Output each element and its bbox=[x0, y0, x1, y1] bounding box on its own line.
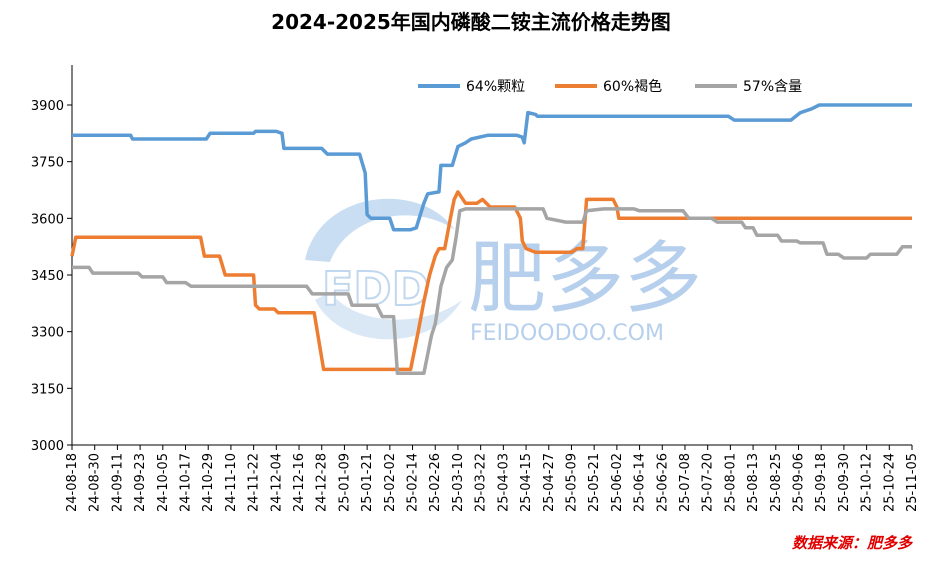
x-tick-label: 25-06-26 bbox=[655, 453, 670, 512]
x-tick-label: 24-10-17 bbox=[179, 453, 194, 512]
axes: 3000 3150 3300 3450 3600 3750 3900 24-08-18 24-0… bbox=[31, 65, 920, 512]
x-tick-label: 25-02-14 bbox=[406, 453, 421, 512]
x-tick-label: 24-12-04 bbox=[269, 453, 284, 512]
x-tick-label: 24-12-28 bbox=[315, 453, 330, 512]
y-tick-label: 3300 bbox=[31, 326, 64, 341]
legend: 64%颗粒 60%褐色 57%含量 bbox=[418, 78, 802, 95]
y-tick-label: 3000 bbox=[31, 439, 64, 454]
series-line-3 bbox=[72, 207, 912, 375]
legend-label-2: 60%褐色 bbox=[603, 78, 662, 95]
x-tick-label: 24-08-30 bbox=[88, 453, 103, 512]
legend-label-3: 57%含量 bbox=[743, 79, 802, 95]
x-tick-label: 24-11-10 bbox=[224, 453, 239, 512]
legend-label-1: 64%颗粒 bbox=[466, 79, 525, 95]
x-tick-label: 25-10-12 bbox=[860, 453, 875, 512]
x-tick-label: 25-09-30 bbox=[837, 453, 852, 512]
x-tick-label: 25-07-08 bbox=[678, 453, 693, 512]
chart-title: 2024-2025年国内磷酸二铵主流价格走势图 bbox=[271, 10, 671, 34]
x-tick-label: 25-04-15 bbox=[519, 453, 534, 512]
x-tick-label: 25-03-10 bbox=[451, 453, 466, 512]
x-tick-label: 25-11-05 bbox=[905, 453, 920, 512]
series-line-2 bbox=[70, 190, 912, 372]
y-tick-label: 3900 bbox=[31, 99, 64, 114]
x-tick-label: 25-03-22 bbox=[474, 453, 489, 512]
y-tick-label: 3450 bbox=[31, 269, 64, 284]
x-tick-label: 25-02-02 bbox=[383, 453, 398, 512]
x-tick-label: 25-10-24 bbox=[882, 453, 897, 512]
x-tick-label: 24-11-22 bbox=[247, 453, 262, 512]
x-tick-label: 25-02-26 bbox=[428, 453, 443, 512]
x-tick-label: 24-10-29 bbox=[201, 453, 216, 512]
x-tick-label: 25-04-03 bbox=[496, 453, 511, 512]
watermark: FDD 肥多多 FEIDOODOO.COM bbox=[305, 198, 702, 346]
x-tick-label: 24-09-23 bbox=[133, 453, 148, 512]
y-tick-label: 3600 bbox=[31, 212, 64, 227]
watermark-logo: FDD bbox=[322, 262, 430, 316]
y-tick-label: 3150 bbox=[31, 382, 64, 397]
x-tick-label: 25-06-14 bbox=[633, 453, 648, 512]
y-tick-label: 3750 bbox=[31, 156, 64, 171]
watermark-text-en: FEIDOODOO.COM bbox=[470, 321, 664, 346]
x-tick-label: 25-01-09 bbox=[337, 453, 352, 512]
x-tick-label: 25-04-27 bbox=[542, 453, 557, 512]
x-tick-label: 25-01-21 bbox=[360, 453, 375, 512]
x-tick-label: 25-09-06 bbox=[791, 453, 806, 512]
x-tick-label: 25-08-25 bbox=[769, 453, 784, 512]
watermark-swirl-icon-lower bbox=[315, 292, 462, 340]
series-layer bbox=[70, 103, 912, 375]
x-tick-label: 25-05-21 bbox=[587, 453, 602, 512]
x-tick-label: 25-05-09 bbox=[564, 453, 579, 512]
x-tick-label: 24-12-16 bbox=[292, 453, 307, 512]
x-tick-label: 25-08-01 bbox=[723, 453, 738, 512]
x-tick-label: 25-08-13 bbox=[746, 453, 761, 512]
x-tick-label: 24-08-18 bbox=[65, 453, 80, 512]
series-line-1 bbox=[72, 103, 912, 232]
watermark-swirl-icon bbox=[305, 198, 455, 262]
x-tick-label: 25-07-20 bbox=[701, 453, 716, 512]
watermark-text-cn: 肥多多 bbox=[468, 234, 702, 324]
x-tick-label: 25-06-02 bbox=[610, 453, 625, 512]
x-tick-label: 25-09-18 bbox=[814, 453, 829, 512]
source-note: 数据来源：肥多多 bbox=[791, 534, 912, 552]
x-tick-label: 24-09-11 bbox=[110, 453, 125, 512]
x-tick-label: 24-10-05 bbox=[156, 453, 171, 512]
